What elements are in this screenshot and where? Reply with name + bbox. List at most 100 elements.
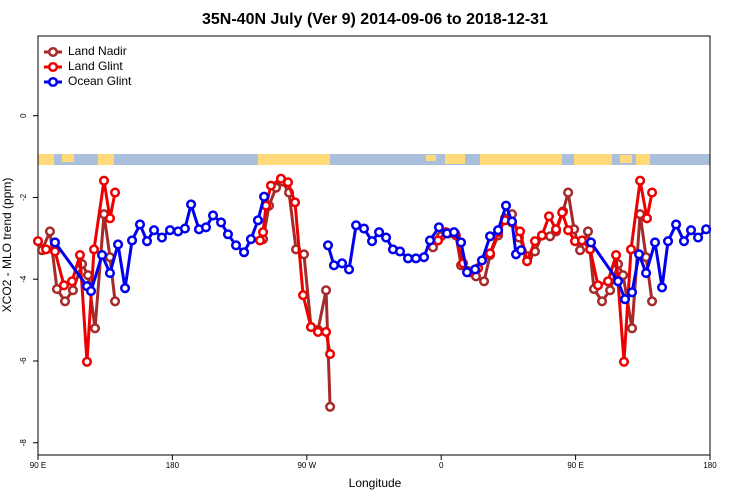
data-point	[626, 287, 638, 298]
data-point	[479, 276, 490, 287]
data-point	[484, 248, 496, 259]
data-point	[112, 239, 124, 250]
data-point	[647, 296, 658, 307]
data-point	[164, 225, 176, 236]
data-point	[325, 401, 336, 412]
data-point	[367, 236, 378, 247]
data-point	[657, 282, 668, 293]
data-point	[550, 224, 562, 235]
data-point	[222, 229, 234, 240]
legend-marker	[47, 46, 59, 58]
data-point	[605, 285, 616, 296]
data-point	[678, 236, 690, 247]
data-point	[321, 326, 332, 338]
data-point	[265, 180, 277, 191]
data-point	[358, 223, 370, 234]
data-point	[58, 280, 70, 291]
land-ocean-strip	[38, 154, 710, 165]
data-point	[611, 250, 622, 261]
legend-marker	[47, 76, 59, 88]
data-point	[245, 234, 256, 245]
data-point	[592, 280, 604, 291]
data-point	[66, 276, 78, 287]
data-point	[516, 245, 527, 256]
chart-title: 35N-40N July (Ver 9) 2014-09-06 to 2018-…	[202, 11, 548, 28]
legend-marker	[47, 61, 59, 73]
data-point	[476, 255, 488, 266]
data-point	[257, 227, 269, 238]
data-point	[381, 232, 392, 243]
data-point	[59, 296, 71, 307]
data-point	[448, 227, 460, 238]
data-point	[97, 250, 108, 261]
data-point	[322, 240, 334, 251]
data-point	[410, 253, 422, 264]
data-point	[82, 270, 94, 281]
data-point	[110, 296, 121, 307]
data-point	[461, 267, 473, 278]
y-axis-label: XCO2 - MLO trend (ppm)	[0, 178, 14, 313]
y-tick-label: -8	[19, 439, 28, 447]
x-tick-label: 90 E	[30, 461, 46, 470]
data-point	[186, 199, 197, 210]
data-point	[424, 235, 436, 246]
data-point	[602, 276, 614, 287]
data-point	[536, 230, 548, 241]
data-point	[282, 177, 294, 188]
data-point	[85, 286, 97, 297]
data-point	[81, 356, 93, 367]
data-point	[635, 175, 646, 186]
data-point	[576, 235, 588, 246]
data-point	[701, 224, 712, 235]
data-point	[32, 236, 44, 247]
data-point	[351, 220, 362, 231]
data-point	[433, 222, 445, 233]
data-point	[98, 175, 110, 186]
data-point	[612, 276, 624, 287]
data-point	[298, 249, 310, 260]
data-point	[626, 323, 638, 334]
data-point	[685, 225, 697, 236]
data-point	[374, 227, 385, 238]
x-tick-label: 180	[166, 461, 180, 470]
data-point	[693, 232, 704, 243]
data-point	[418, 252, 430, 263]
data-point	[575, 245, 586, 256]
data-point	[585, 237, 597, 248]
data-point	[230, 240, 242, 251]
data-point	[582, 226, 594, 237]
data-point	[305, 322, 317, 333]
data-point	[74, 250, 86, 261]
legend-label: Ocean Glint	[68, 74, 132, 88]
data-point	[563, 187, 574, 198]
data-point	[312, 326, 324, 338]
data-point	[321, 285, 332, 296]
data-point	[252, 215, 264, 226]
data-point	[120, 283, 131, 294]
data-point	[500, 200, 512, 211]
data-point	[647, 187, 658, 198]
y-tick-label: 0	[19, 113, 28, 118]
data-point	[563, 225, 574, 236]
data-point	[289, 197, 301, 208]
data-point	[200, 222, 212, 233]
x-tick-label: 0	[439, 461, 444, 470]
data-point	[641, 213, 653, 224]
data-point	[89, 323, 101, 334]
data-point	[67, 285, 78, 296]
data-point	[618, 270, 629, 281]
data-point	[298, 290, 309, 301]
y-tick-label: -4	[19, 275, 28, 283]
data-point	[255, 235, 266, 246]
data-point	[522, 256, 533, 267]
data-point	[634, 249, 645, 260]
data-point	[325, 348, 336, 360]
data-point	[649, 237, 661, 248]
x-axis-label: Longitude	[349, 476, 402, 490]
data-point	[662, 236, 674, 247]
data-point	[557, 207, 568, 218]
data-point	[394, 246, 406, 257]
data-point	[336, 258, 348, 269]
data-point	[641, 268, 652, 279]
